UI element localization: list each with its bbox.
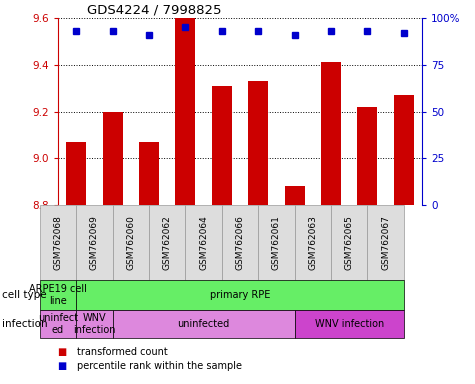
Text: ■: ■ <box>58 361 70 371</box>
Bar <box>394 95 414 205</box>
Text: GSM762067: GSM762067 <box>381 215 390 270</box>
Text: ■: ■ <box>58 347 70 357</box>
Text: transformed count: transformed count <box>77 347 168 357</box>
Text: GDS4224 / 7998825: GDS4224 / 7998825 <box>87 4 222 17</box>
Text: GSM762062: GSM762062 <box>163 215 171 270</box>
Text: GSM762066: GSM762066 <box>236 215 245 270</box>
Text: GSM762065: GSM762065 <box>345 215 354 270</box>
Text: WNV infection: WNV infection <box>314 319 384 329</box>
Bar <box>285 186 304 205</box>
Bar <box>248 81 268 205</box>
Bar <box>139 142 159 205</box>
Text: primary RPE: primary RPE <box>210 290 270 300</box>
Text: GSM762068: GSM762068 <box>54 215 63 270</box>
Bar <box>321 63 341 205</box>
Bar <box>103 111 123 205</box>
Bar <box>175 18 195 205</box>
Text: infection: infection <box>2 319 48 329</box>
Bar <box>212 86 232 205</box>
Text: GSM762064: GSM762064 <box>199 215 208 270</box>
Bar <box>357 107 378 205</box>
Text: uninfected: uninfected <box>178 319 230 329</box>
Text: GSM762060: GSM762060 <box>126 215 135 270</box>
Bar <box>66 142 86 205</box>
Text: percentile rank within the sample: percentile rank within the sample <box>77 361 242 371</box>
Text: ARPE19 cell
line: ARPE19 cell line <box>29 284 87 306</box>
Text: GSM762063: GSM762063 <box>308 215 317 270</box>
Text: uninfect
ed: uninfect ed <box>38 313 78 335</box>
Text: GSM762061: GSM762061 <box>272 215 281 270</box>
Text: WNV
infection: WNV infection <box>73 313 115 335</box>
Text: cell type: cell type <box>2 290 47 300</box>
Text: GSM762069: GSM762069 <box>90 215 99 270</box>
